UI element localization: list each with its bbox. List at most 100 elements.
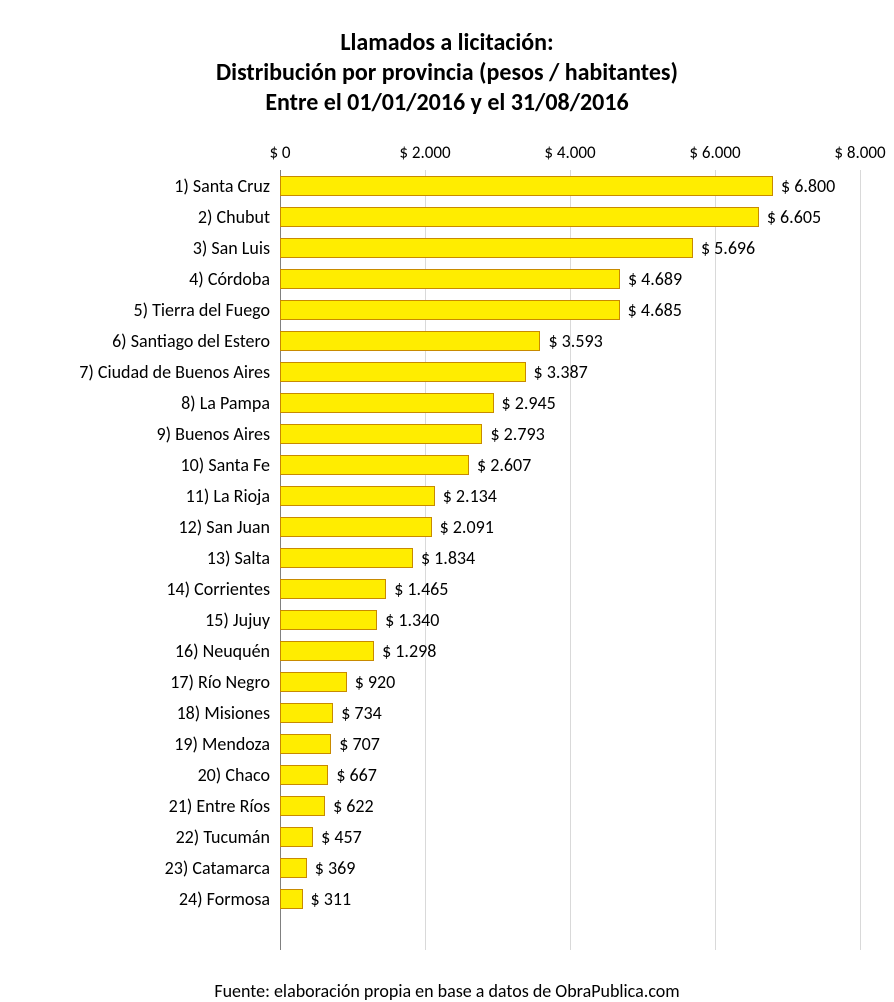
bar-row: 17) Río Negro$ 920 [280, 666, 860, 697]
page: Llamados a licitación:Distribución por p… [0, 0, 894, 993]
value-label: $ 2.793 [490, 423, 544, 445]
category-label: 2) Chubut [30, 206, 280, 228]
bar [280, 424, 482, 444]
rank-label: 23) [165, 857, 189, 879]
x-tick-label: $ 2.000 [399, 142, 450, 163]
rank-label: 7) [79, 361, 94, 383]
category-label: 17) Río Negro [30, 671, 280, 693]
value-label: $ 2.134 [443, 485, 497, 507]
bar [280, 238, 693, 258]
category-label: 6) Santiago del Estero [30, 330, 280, 352]
bar [280, 362, 526, 382]
bar-row: 24) Formosa$ 311 [280, 883, 860, 914]
province-name: Santa Cruz [193, 175, 270, 197]
category-label: 13) Salta [30, 547, 280, 569]
value-label: $ 734 [341, 702, 382, 724]
value-label: $ 2.091 [440, 516, 494, 538]
bar-row: 16) Neuquén$ 1.298 [280, 635, 860, 666]
category-label: 21) Entre Ríos [30, 795, 280, 817]
province-name: Santiago del Estero [131, 330, 270, 352]
bar [280, 610, 377, 630]
gridline [860, 170, 861, 950]
bar [280, 455, 469, 475]
bar-row: 22) Tucumán$ 457 [280, 821, 860, 852]
bar-row: 12) San Juan$ 2.091 [280, 511, 860, 542]
category-label: 7) Ciudad de Buenos Aires [30, 361, 280, 383]
bar-row: 1) Santa Cruz$ 6.800 [280, 170, 860, 201]
value-label: $ 2.945 [502, 392, 556, 414]
category-label: 20) Chaco [30, 764, 280, 786]
bar [280, 300, 620, 320]
category-label: 12) San Juan [30, 516, 280, 538]
province-name: Santa Fe [208, 454, 270, 476]
rank-label: 4) [189, 268, 204, 290]
rank-label: 9) [156, 423, 171, 445]
bars-container: 1) Santa Cruz$ 6.8002) Chubut$ 6.6053) S… [280, 170, 860, 914]
province-name: Corrientes [194, 578, 270, 600]
rank-label: 22) [176, 826, 200, 848]
bar-row: 20) Chaco$ 667 [280, 759, 860, 790]
province-name: Tierra del Fuego [152, 299, 270, 321]
source-text: Fuente: elaboración propia en base a dat… [30, 980, 864, 1002]
province-name: San Luis [211, 237, 270, 259]
rank-label: 20) [198, 764, 222, 786]
rank-label: 13) [207, 547, 231, 569]
chart-title-line: Entre el 01/01/2016 y el 31/08/2016 [30, 88, 864, 118]
bar-row: 7) Ciudad de Buenos Aires$ 3.387 [280, 356, 860, 387]
rank-label: 17) [170, 671, 194, 693]
chart-title: Llamados a licitación:Distribución por p… [30, 28, 864, 118]
value-label: $ 3.593 [548, 330, 602, 352]
category-label: 18) Misiones [30, 702, 280, 724]
value-label: $ 311 [311, 888, 352, 910]
province-name: Neuquén [203, 640, 270, 662]
value-label: $ 1.834 [421, 547, 475, 569]
bar [280, 207, 759, 227]
chart-title-line: Distribución por provincia (pesos / habi… [30, 58, 864, 88]
bar-row: 15) Jujuy$ 1.340 [280, 604, 860, 635]
bar-row: 9) Buenos Aires$ 2.793 [280, 418, 860, 449]
rank-label: 21) [169, 795, 193, 817]
bar-row: 6) Santiago del Estero$ 3.593 [280, 325, 860, 356]
category-label: 11) La Rioja [30, 485, 280, 507]
value-label: $ 2.607 [477, 454, 531, 476]
category-label: 3) San Luis [30, 237, 280, 259]
bar [280, 889, 303, 909]
bar [280, 672, 347, 692]
bar [280, 393, 494, 413]
bar [280, 331, 540, 351]
category-label: 14) Corrientes [30, 578, 280, 600]
bar [280, 858, 307, 878]
bar [280, 703, 333, 723]
rank-label: 11) [186, 485, 210, 507]
province-name: Jujuy [233, 609, 270, 631]
province-name: Catamarca [192, 857, 270, 879]
category-label: 22) Tucumán [30, 826, 280, 848]
category-label: 4) Córdoba [30, 268, 280, 290]
province-name: La Pampa [200, 392, 270, 414]
rank-label: 1) [174, 175, 189, 197]
value-label: $ 667 [336, 764, 377, 786]
bar [280, 641, 374, 661]
value-label: $ 4.685 [628, 299, 682, 321]
category-label: 10) Santa Fe [30, 454, 280, 476]
x-tick-label: $ 0 [269, 142, 290, 163]
bar [280, 734, 331, 754]
rank-label: 2) [198, 206, 213, 228]
rank-label: 14) [166, 578, 190, 600]
category-label: 19) Mendoza [30, 733, 280, 755]
value-label: $ 6.800 [781, 175, 835, 197]
rank-label: 16) [175, 640, 199, 662]
bar [280, 827, 313, 847]
chart-title-line: Llamados a licitación: [30, 28, 864, 58]
x-tick-label: $ 8.000 [834, 142, 885, 163]
value-label: $ 622 [333, 795, 374, 817]
bar [280, 579, 386, 599]
rank-label: 10) [181, 454, 205, 476]
value-label: $ 369 [315, 857, 356, 879]
bar-row: 10) Santa Fe$ 2.607 [280, 449, 860, 480]
value-label: $ 707 [339, 733, 380, 755]
bar [280, 517, 432, 537]
province-name: San Juan [206, 516, 270, 538]
bar [280, 486, 435, 506]
bar [280, 796, 325, 816]
